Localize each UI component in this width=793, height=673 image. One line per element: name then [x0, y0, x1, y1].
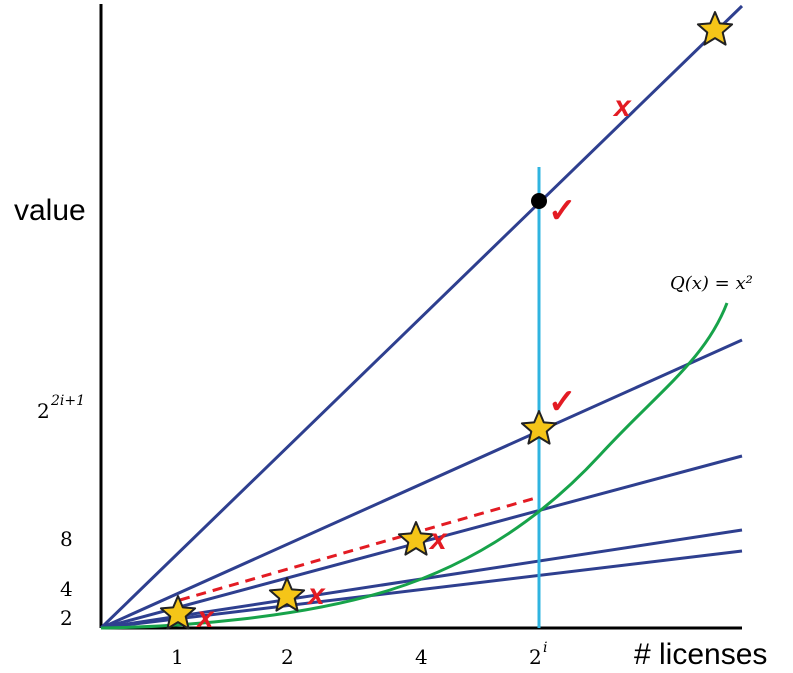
y-tick-label: 8 — [60, 527, 73, 551]
ray-fifth — [100, 549, 743, 630]
y-tick-label: 2 — [60, 606, 73, 630]
quadratic-curve — [100, 302, 729, 630]
svg-text:i: i — [543, 640, 547, 656]
ray-second — [100, 338, 743, 630]
x-tick-label: 2 — [281, 645, 294, 669]
cross-mark: x — [428, 523, 448, 556]
x-tick-label: 4 — [415, 645, 428, 669]
cross-mark: x — [195, 601, 215, 634]
y-tick-label: 4 — [60, 577, 73, 601]
star-marker — [520, 410, 558, 445]
svg-text:2: 2 — [529, 645, 542, 669]
dashed-line — [179, 495, 540, 602]
star-marker — [696, 11, 734, 46]
cross-mark: x — [306, 578, 326, 611]
star-marker — [268, 577, 306, 612]
svg-text:2i+1: 2i+1 — [50, 393, 85, 409]
check-mark: ✓ — [548, 383, 577, 421]
ray-steepest — [99, 4, 744, 630]
curve-label: Q(x) = x² — [670, 273, 753, 294]
star-marker — [397, 521, 435, 556]
cross-mark: x — [612, 90, 632, 123]
svg-text:2: 2 — [37, 399, 50, 423]
x-axis-title: # licenses — [634, 638, 767, 671]
x-tick-label-exp: 2 i — [529, 640, 547, 669]
y-tick-label-exp: 2 2i+1 — [37, 393, 85, 423]
highlight-dot — [531, 193, 547, 209]
star-marker — [159, 595, 197, 630]
check-mark: ✓ — [548, 192, 577, 230]
y-axis-title: value — [14, 194, 86, 227]
x-tick-label: 1 — [171, 645, 184, 669]
